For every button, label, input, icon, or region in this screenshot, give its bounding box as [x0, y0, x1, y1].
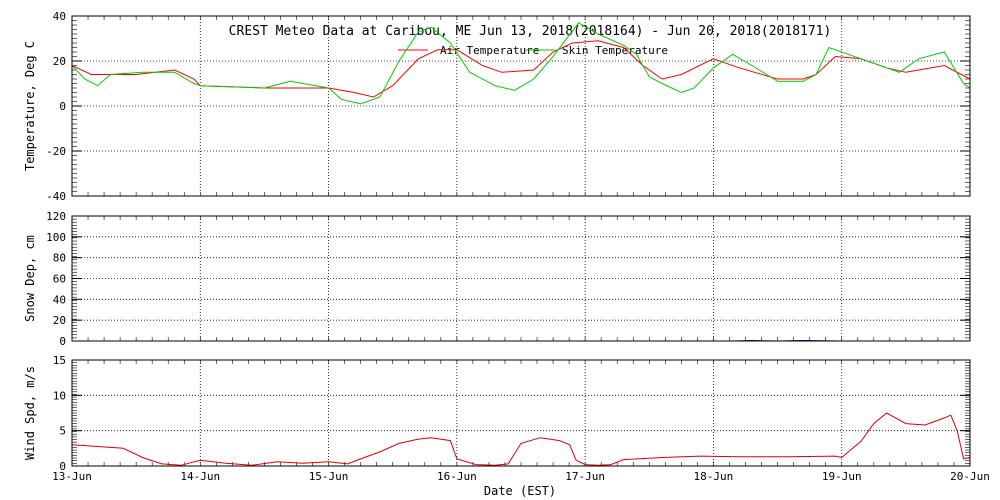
- x-axis-label: Date (EST): [484, 484, 556, 498]
- chart-title: CREST Meteo Data at Caribou, ME Jun 13, …: [229, 24, 832, 39]
- x-tick-label: 18-Jun: [694, 470, 734, 483]
- x-tick-label: 13-Jun: [52, 470, 92, 483]
- x-tick-label: 19-Jun: [822, 470, 862, 483]
- x-tick-label: 14-Jun: [180, 470, 220, 483]
- panel-frame: [71, 359, 971, 467]
- y-tick-label: -20: [46, 145, 66, 158]
- x-tick-label: 20-Jun: [950, 470, 990, 483]
- y-tick-label: 100: [46, 231, 66, 244]
- panel-frame: [71, 15, 971, 197]
- y-tick-label: 40: [53, 293, 66, 306]
- y-axis-label: Snow Dep, cm: [23, 235, 37, 322]
- panel-0: -40 -20 0 20 40 Temperature, Deg C: [23, 10, 971, 203]
- y-tick-label: 20: [53, 55, 66, 68]
- series-line-0-1: [72, 22, 970, 105]
- y-tick-label: 20: [53, 314, 66, 327]
- panel-2: 0 5 10 15 Wind Spd, m/s: [23, 354, 971, 473]
- y-tick-label: 0: [59, 100, 66, 113]
- y-tick-label: 80: [53, 252, 66, 265]
- y-tick-label: 120: [46, 210, 66, 223]
- panel-1: 0 20 40 60 80 100 120 Snow Dep, cm: [23, 210, 971, 348]
- panel-frame: [71, 215, 971, 342]
- y-tick-label: 0: [59, 460, 66, 473]
- y-tick-label: -40: [46, 190, 66, 203]
- legend-air-label: Air Temperature: [440, 44, 539, 57]
- series-line-2-0: [72, 412, 970, 466]
- y-tick-label: 5: [59, 425, 66, 438]
- y-tick-label: 40: [53, 10, 66, 23]
- y-tick-label: 60: [53, 273, 66, 286]
- y-tick-label: 10: [53, 389, 66, 402]
- x-tick-label: 15-Jun: [309, 470, 349, 483]
- y-axis-label: Temperature, Deg C: [23, 41, 37, 171]
- legend-skin-label: Skin Temperature: [562, 44, 668, 57]
- chart-legend: Air Temperature Skin Temperature: [398, 44, 668, 57]
- y-tick-label: 0: [59, 335, 66, 348]
- y-axis-label: Wind Spd, m/s: [23, 366, 37, 460]
- x-tick-label: 17-Jun: [565, 470, 605, 483]
- x-tick-label: 16-Jun: [437, 470, 477, 483]
- y-tick-label: 15: [53, 354, 66, 367]
